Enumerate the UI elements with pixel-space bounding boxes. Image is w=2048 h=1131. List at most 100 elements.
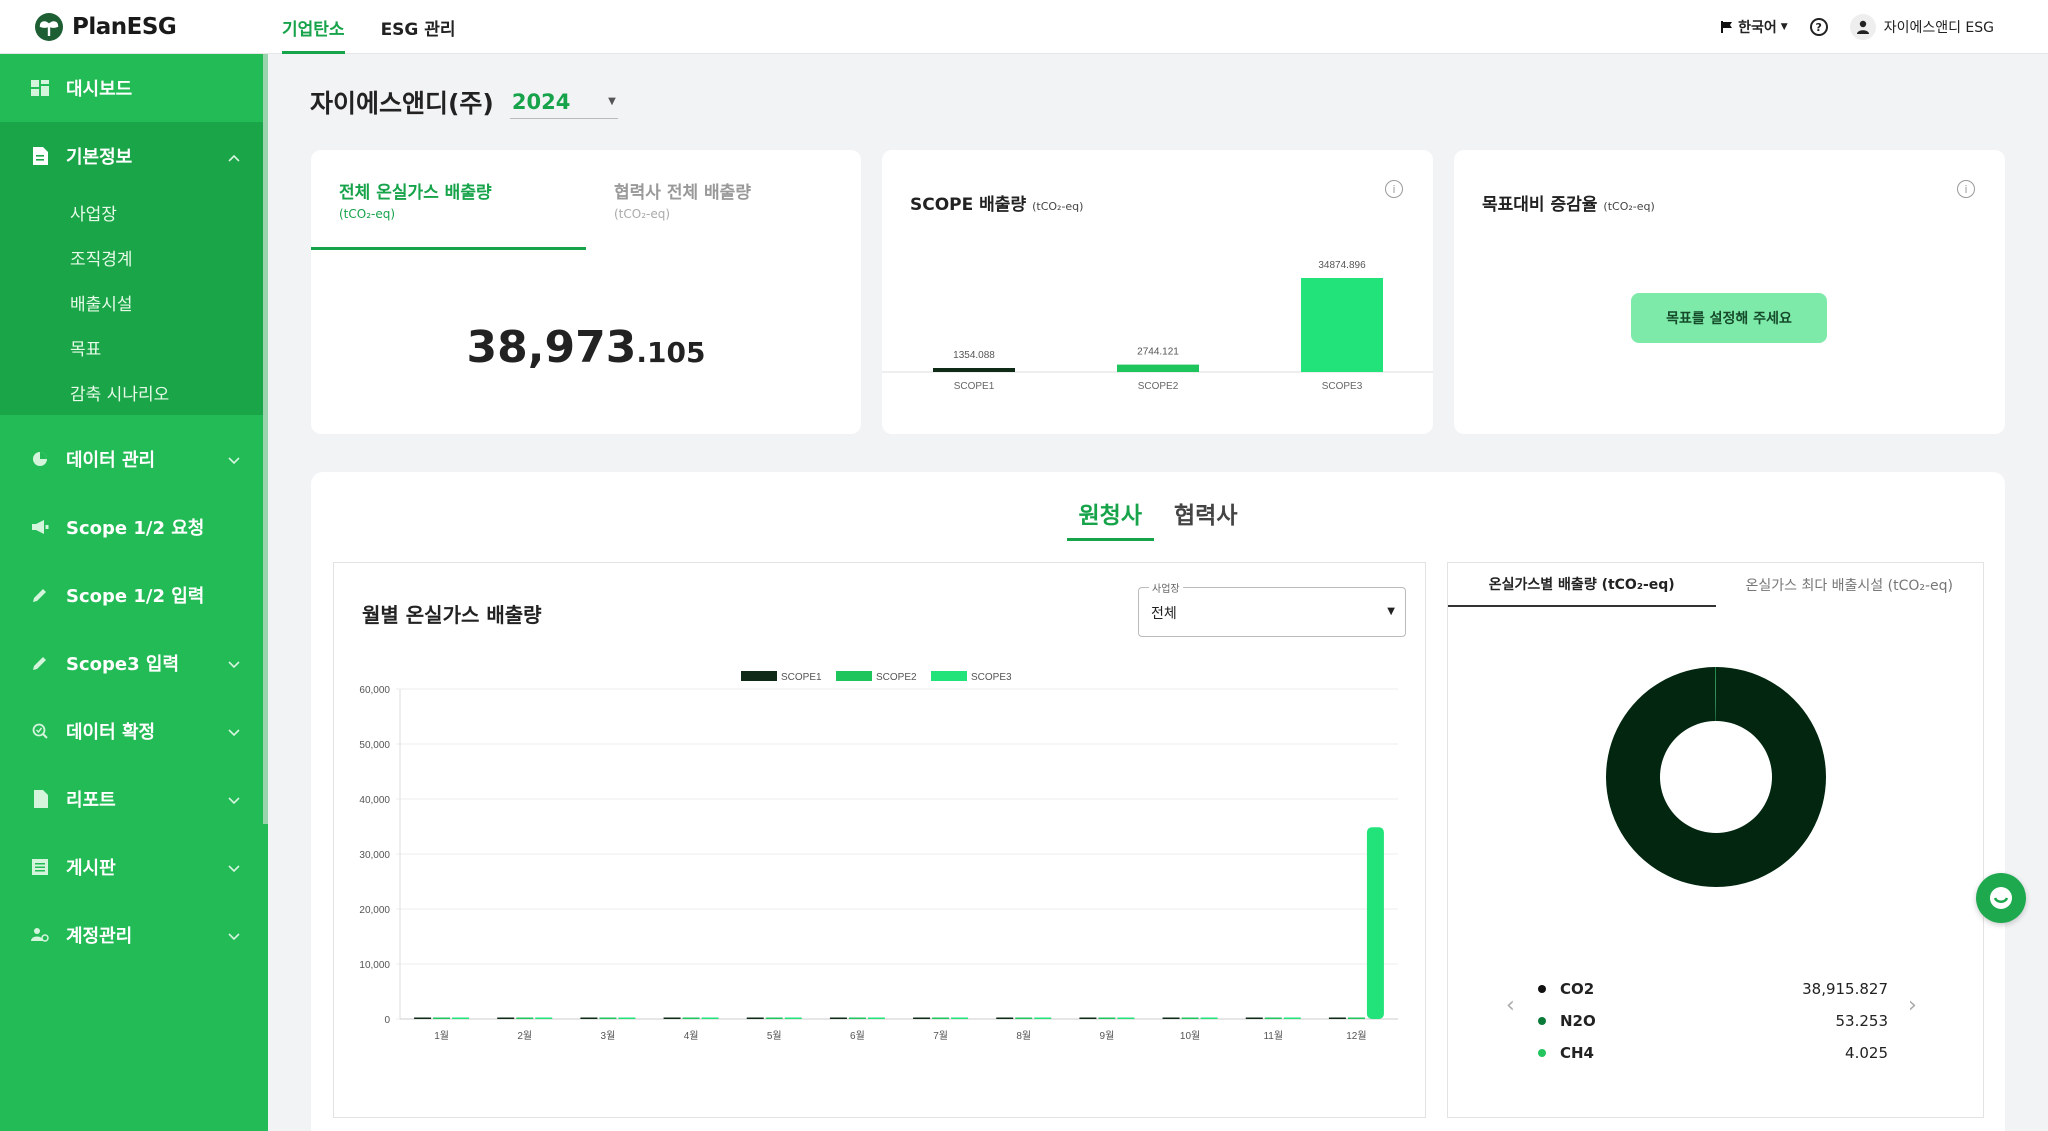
bar-scope2-11: [1264, 1017, 1282, 1019]
year-select[interactable]: 2024 ▼: [509, 85, 618, 119]
sidebar-subitem-org-boundary[interactable]: 조직경계: [70, 250, 133, 270]
donut-slice-co2: [1605, 667, 1826, 887]
topnav-esg-management[interactable]: ESG 관리: [380, 19, 456, 40]
y-tick-label: 40,000: [359, 795, 390, 806]
scope-value-label: 2744.121: [1137, 347, 1179, 358]
info-icon[interactable]: i: [1957, 180, 1975, 198]
legend-dot: [1538, 1049, 1546, 1057]
monthly-emission-chart-box: 월별 온실가스 배출량 사업장 전체 ▼ 0 10,000 20,000 30,000…: [333, 562, 1426, 1118]
file-icon: [30, 789, 50, 809]
tab-emission-by-gas[interactable]: 온실가스별 배출량 (tCO₂-eq): [1448, 563, 1716, 607]
scope-value-label: 1354.088: [953, 350, 995, 361]
total-emission-card: 전체 온실가스 배출량 (tCO₂-eq) 협력사 전체 배출량 (tCO₂-e…: [311, 150, 861, 434]
gas-emission-box: 온실가스별 배출량 (tCO₂-eq) 온실가스 최다 배출시설 (tCO₂-e…: [1447, 562, 1984, 1118]
bar-scope1-7: [913, 1017, 931, 1019]
legend-row-co2: CO2 38,915.827: [1538, 973, 1888, 1005]
top-right-controls: 한국어 ▼ ? 자이에스앤디 ESG: [1720, 0, 1994, 54]
help-icon[interactable]: ?: [1809, 18, 1828, 36]
tab-total-emission[interactable]: 전체 온실가스 배출량 (tCO₂-eq): [311, 150, 586, 250]
bar-scope3-8: [1034, 1017, 1052, 1019]
bar-scope1-6: [829, 1017, 847, 1019]
tab-partner[interactable]: 협력사: [1174, 503, 1238, 529]
sidebar-item-account[interactable]: 계정관리: [0, 901, 268, 969]
bar-scope1-10: [1162, 1017, 1180, 1019]
sidebar-subitem-emission-facilities[interactable]: 배출시설: [70, 295, 133, 315]
topnav-corporate-carbon[interactable]: 기업탄소: [282, 0, 345, 54]
x-tick-label: 4월: [684, 1030, 699, 1042]
sidebar-item-label: 데이터 관리: [66, 450, 156, 471]
sidebar-item-dashboard[interactable]: 대시보드: [0, 54, 268, 122]
y-tick-label: 10,000: [359, 960, 390, 971]
legend-label: CH4: [1560, 1044, 1594, 1062]
bar-scope3-5: [784, 1017, 802, 1019]
logo[interactable]: PlanESG: [34, 12, 177, 42]
info-icon[interactable]: i: [1385, 180, 1403, 198]
sidebar-item-data-management[interactable]: 데이터 관리: [0, 425, 268, 493]
bar-scope2-5: [765, 1017, 783, 1019]
scope-emission-card: SCOPE 배출량 (tCO₂-eq) i 1354.088 SCOPE1 2744.…: [882, 150, 1433, 434]
set-target-button[interactable]: 목표를 설정해 주세요: [1631, 293, 1827, 343]
y-tick-label: 60,000: [359, 685, 390, 696]
tab-title: 협력사 전체 배출량: [614, 183, 751, 203]
check-search-icon: [30, 721, 50, 741]
site-select[interactable]: 사업장 전체 ▼: [1138, 580, 1406, 637]
sidebar-item-label: 기본정보: [66, 147, 133, 168]
bar-scope1-5: [746, 1017, 764, 1019]
chevron-left-icon[interactable]: ‹: [1506, 993, 1515, 1018]
top-navigation: 기업탄소 ESG 관리: [282, 0, 456, 54]
x-tick-label: 3월: [601, 1030, 616, 1042]
scope-value-label: 34874.896: [1318, 260, 1366, 271]
tab-top-emission-facility[interactable]: 온실가스 최다 배출시설 (tCO₂-eq): [1745, 578, 1954, 594]
sidebar-item-scope12-input[interactable]: Scope 1/2 입력: [0, 561, 268, 629]
dashboard-icon: [30, 78, 50, 98]
bar-scope2-12: [1347, 1017, 1365, 1019]
sidebar-item-scope3-input[interactable]: Scope3 입력: [0, 629, 268, 697]
bar-scope3-4: [701, 1017, 719, 1019]
bar-scope1-3: [580, 1017, 598, 1019]
y-tick-label: 20,000: [359, 905, 390, 916]
sidebar-item-scope12-request[interactable]: Scope 1/2 요청: [0, 493, 268, 561]
tab-unit: (tCO₂-eq): [339, 207, 396, 221]
legend-dot: [1538, 1017, 1546, 1025]
user-menu[interactable]: 자이에스앤디 ESG: [1849, 14, 1994, 40]
donut-slice-n2o: [1714, 667, 1716, 722]
sidebar-item-board[interactable]: 게시판: [0, 833, 268, 901]
sidebar-item-label: 게시판: [66, 858, 116, 879]
x-tick-label: 8월: [1016, 1030, 1031, 1042]
sidebar-item-label: Scope3 입력: [66, 654, 180, 675]
legend-label-scope2: SCOPE2: [876, 672, 917, 683]
sidebar-scrollbar[interactable]: [263, 54, 268, 824]
sidebar-item-basic-info[interactable]: 기본정보: [0, 122, 268, 190]
total-emission-value: 38,973.105: [311, 322, 861, 373]
chat-button[interactable]: [1976, 873, 2026, 923]
top-bar: PlanESG 기업탄소 ESG 관리 한국어 ▼ ? 자이에스앤디 ESG: [0, 0, 2048, 54]
sidebar-subitem-sites[interactable]: 사업장: [70, 205, 117, 225]
board-icon: [30, 857, 50, 877]
tab-partner-emission[interactable]: 협력사 전체 배출량 (tCO₂-eq): [586, 150, 861, 250]
sidebar-item-label: 데이터 확정: [66, 722, 156, 743]
legend-label-scope3: SCOPE3: [971, 672, 1012, 683]
legend-value: 4.025: [1845, 1044, 1888, 1062]
scope-card-title: SCOPE 배출량 (tCO₂-eq): [910, 190, 1083, 215]
bar-scope1-4: [663, 1017, 681, 1019]
language-selector[interactable]: 한국어 ▼: [1720, 17, 1788, 37]
scope-title-unit: (tCO₂-eq): [1032, 200, 1084, 213]
sidebar-item-data-confirm[interactable]: 데이터 확정: [0, 697, 268, 765]
legend-label: N2O: [1560, 1012, 1596, 1030]
bar-scope3-12: [1366, 827, 1384, 1019]
sidebar-item-report[interactable]: 리포트: [0, 765, 268, 833]
tab-prime-contractor[interactable]: 원청사: [1066, 496, 1154, 541]
legend-value: 38,915.827: [1802, 980, 1888, 998]
pie-icon: [30, 449, 50, 469]
sidebar-item-label: 계정관리: [66, 926, 133, 947]
sidebar-subitem-reduction-scenario[interactable]: 감축 시나리오: [70, 385, 170, 405]
sidebar-item-label: Scope 1/2 요청: [66, 518, 205, 539]
bar-scope3-9: [1117, 1017, 1135, 1019]
chevron-down-icon: [228, 789, 240, 810]
sidebar-group-basic-info: 기본정보 사업장 조직경계 배출시설 목표 감축 시나리오: [0, 122, 268, 415]
target-card-title: 목표대비 증감율 (tCO₂-eq): [1482, 190, 1655, 215]
sidebar-subitem-targets[interactable]: 목표: [70, 340, 102, 360]
scope-bar-3: [1301, 278, 1383, 372]
chevron-right-icon[interactable]: ›: [1908, 993, 1917, 1018]
user-avatar-icon: [1849, 14, 1876, 40]
